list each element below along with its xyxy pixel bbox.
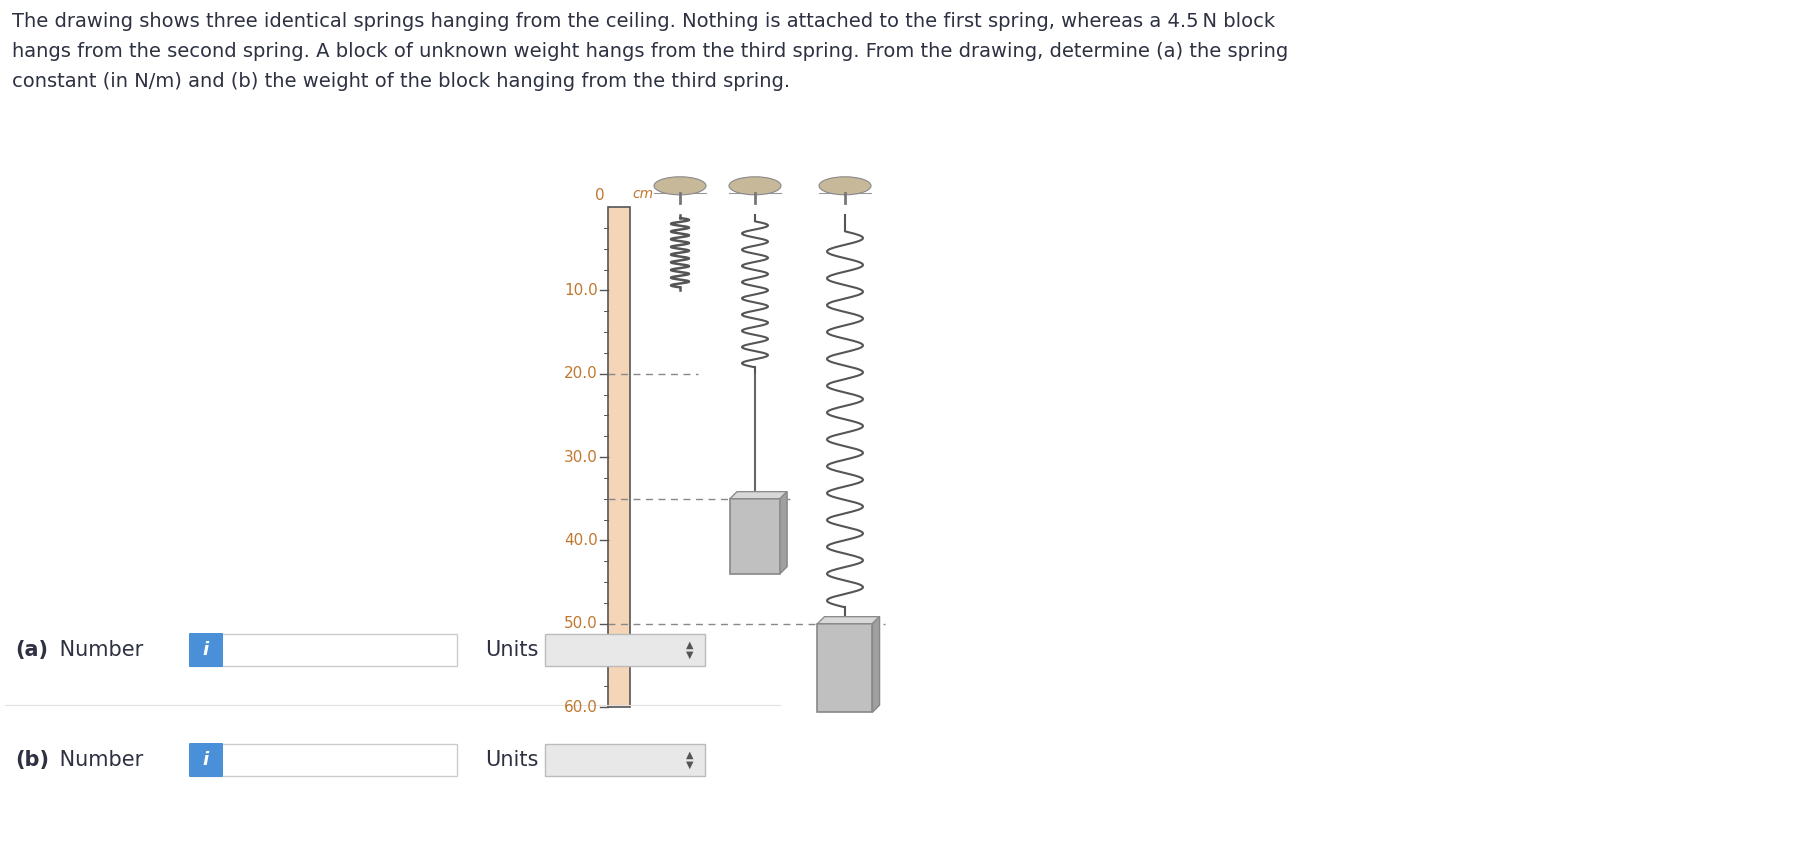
Bar <box>190 634 457 666</box>
Text: The drawing shows three identical springs hanging from the ceiling. Nothing is a: The drawing shows three identical spring… <box>13 12 1274 31</box>
Text: (a): (a) <box>14 640 49 660</box>
Text: Units: Units <box>484 640 538 660</box>
Text: 40.0: 40.0 <box>564 532 598 548</box>
FancyBboxPatch shape <box>190 743 222 777</box>
Text: (b): (b) <box>14 750 49 770</box>
Bar <box>544 634 705 666</box>
Bar <box>607 207 629 707</box>
Ellipse shape <box>654 177 705 195</box>
Text: 20.0: 20.0 <box>564 366 598 381</box>
Text: 0: 0 <box>595 188 605 203</box>
Bar <box>544 744 705 776</box>
Text: 60.0: 60.0 <box>564 699 598 715</box>
FancyBboxPatch shape <box>190 633 222 667</box>
Polygon shape <box>817 617 878 624</box>
Text: ▲: ▲ <box>687 750 694 760</box>
Bar <box>190 744 457 776</box>
Bar <box>730 498 779 573</box>
Text: constant (in N/m) and (b) the weight of the block hanging from the third spring.: constant (in N/m) and (b) the weight of … <box>13 72 790 91</box>
Text: cm: cm <box>632 187 652 201</box>
Text: Units: Units <box>484 750 538 770</box>
Text: Number: Number <box>52 640 143 660</box>
Ellipse shape <box>819 177 871 195</box>
Bar <box>817 624 873 712</box>
Ellipse shape <box>728 177 781 195</box>
Text: 30.0: 30.0 <box>564 450 598 464</box>
Text: i: i <box>202 751 210 769</box>
Text: hangs from the second spring. A block of unknown weight hangs from the third spr: hangs from the second spring. A block of… <box>13 42 1288 61</box>
Text: 10.0: 10.0 <box>564 283 598 298</box>
Text: 50.0: 50.0 <box>564 616 598 631</box>
Text: Number: Number <box>52 750 143 770</box>
Polygon shape <box>779 492 786 573</box>
Polygon shape <box>730 492 786 498</box>
Polygon shape <box>873 617 878 712</box>
Text: i: i <box>202 641 210 659</box>
Text: ▼: ▼ <box>687 650 694 660</box>
Text: ▼: ▼ <box>687 760 694 770</box>
Text: ▲: ▲ <box>687 640 694 650</box>
